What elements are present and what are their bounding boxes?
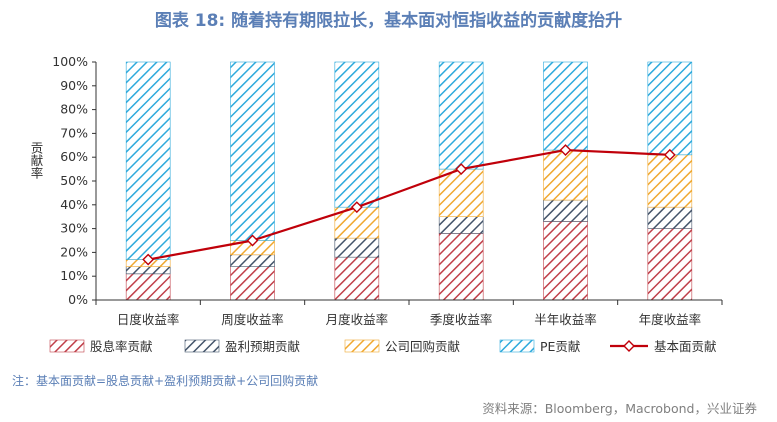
- y-tick-label: 100%: [52, 54, 88, 69]
- bar-segment-1-0: [125, 266, 171, 275]
- fundamental-point-4: [559, 144, 572, 156]
- legend-label-2: 公司回购贡献: [385, 339, 460, 354]
- x-tick-label: 季度收益率: [430, 312, 493, 327]
- footnote: 注：基本面贡献=股息贡献+盈利预期贡献+公司回购贡献: [12, 374, 319, 388]
- bars: [125, 61, 693, 301]
- bar-segment-1-3: [438, 216, 484, 234]
- legend-label-0: 股息率贡献: [90, 339, 153, 354]
- bar-segment-3-3: [438, 61, 484, 170]
- x-tick-label: 半年收益率: [534, 312, 597, 327]
- source-text: 资料来源：Bloomberg，Macrobond，兴业证券: [482, 401, 757, 416]
- x-tick-label: 月度收益率: [326, 312, 389, 327]
- legend-label-3: PE贡献: [540, 339, 580, 354]
- fundamental-point-1: [246, 234, 259, 247]
- y-tick-label: 20%: [60, 244, 88, 259]
- bar-segment-1-2: [334, 237, 380, 258]
- fundamental-point-2: [350, 201, 363, 214]
- legend-label-1: 盈利预期贡献: [225, 339, 300, 354]
- fundamental-series-line: [147, 148, 670, 261]
- legend-swatch-1: [184, 339, 220, 353]
- page-title: 图表 18: 随着持有期限拉长，基本面对恒指收益的贡献度抬升: [154, 11, 623, 31]
- bar-segment-2-5: [647, 154, 693, 208]
- bar-segment-3-2: [334, 61, 380, 208]
- bar-segment-0-1: [230, 266, 275, 301]
- fundamental-point-0: [142, 253, 155, 266]
- bar-segment-0-3: [438, 233, 484, 301]
- y-tick-label: 90%: [60, 78, 88, 93]
- fundamental-line: [142, 144, 676, 266]
- bar-segment-2-4: [543, 149, 588, 201]
- y-tick-label: 80%: [60, 102, 88, 117]
- legend-swatch-2: [344, 339, 380, 353]
- bar-segment-0-4: [543, 221, 588, 301]
- bar-segment-0-0: [125, 273, 171, 301]
- bar-segment-0-2: [334, 256, 380, 301]
- y-tick-label: 50%: [60, 173, 88, 188]
- bar-segment-3-0: [125, 61, 171, 260]
- fundamental-point-5: [663, 148, 676, 161]
- legend: 股息率贡献 盈利预期贡献 公司回购贡献 PE贡献 基本面贡献: [49, 339, 717, 354]
- bar-segment-1-1: [230, 254, 275, 267]
- x-tick-label: 年度收益率: [639, 312, 702, 327]
- y-axis-label: 贡献率: [29, 141, 44, 179]
- bar-segment-1-4: [543, 199, 588, 222]
- y-tick-label: 70%: [60, 125, 88, 140]
- y-tick-label: 30%: [60, 221, 88, 236]
- bar-segment-1-5: [647, 206, 693, 229]
- bar-segment-2-3: [438, 168, 484, 218]
- y-tick-label: 60%: [60, 149, 88, 164]
- bar-segment-3-5: [647, 61, 693, 156]
- y-tick-label: 0%: [68, 292, 88, 307]
- legend-label-4: 基本面贡献: [654, 339, 717, 354]
- stacked-bar-chart: 贡献率 0% 10% 20% 30% 40% 50% 60% 70% 80% 90% 100% 日度…: [29, 54, 723, 354]
- bar-segment-3-4: [543, 61, 588, 151]
- x-tick-label: 周度收益率: [221, 312, 284, 327]
- y-axis: 0% 10% 20% 30% 40% 50% 60% 70% 80% 90% 100%: [52, 54, 97, 307]
- x-axis: 日度收益率 周度收益率 月度收益率 季度收益率 半年收益率 年度收益率: [95, 299, 723, 327]
- bar-segment-3-1: [230, 61, 275, 241]
- legend-line-marker: [623, 340, 635, 352]
- x-tick-label: 日度收益率: [117, 312, 180, 327]
- y-tick-label: 40%: [60, 197, 88, 212]
- legend-swatch-0: [49, 339, 85, 353]
- y-tick-label: 10%: [60, 268, 88, 283]
- fundamental-point-3: [455, 163, 468, 176]
- bar-segment-0-5: [647, 228, 693, 301]
- legend-swatch-3: [499, 339, 535, 353]
